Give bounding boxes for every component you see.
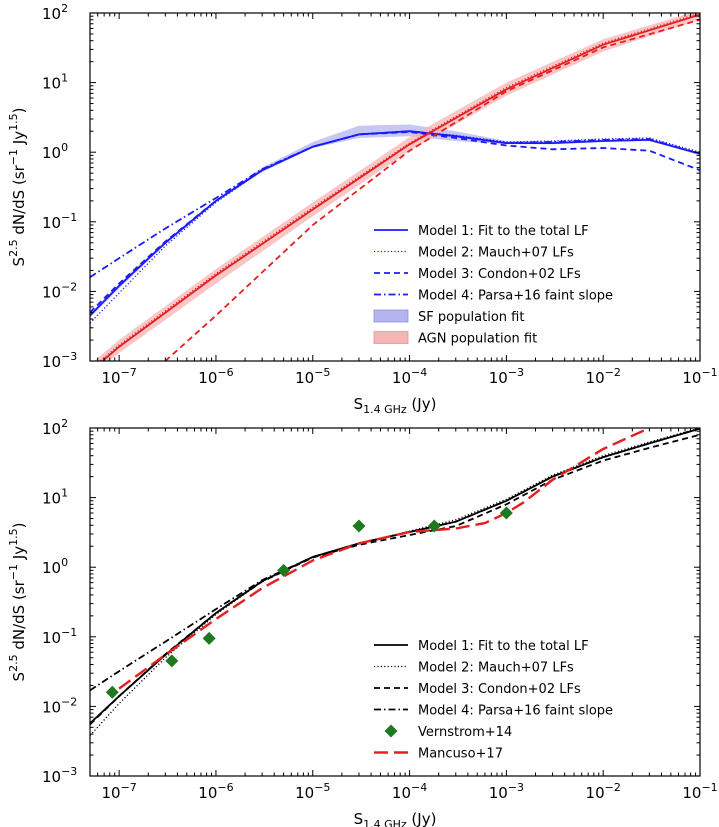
legend-label: Model 1: Fit to the total LF [418, 224, 589, 239]
x-tick-label: 10−6 [198, 366, 233, 387]
legend-label: Model 4: Parsa+16 faint slope [418, 704, 613, 719]
y-tick-label: 10−1 [42, 211, 77, 232]
x-tick-label: 10−7 [101, 366, 136, 387]
x-tick-label: 10−3 [489, 366, 524, 387]
legend-label: Vernstrom+14 [418, 725, 512, 740]
legend-label: Model 1: Fit to the total LF [418, 639, 589, 654]
plot-frame [89, 427, 701, 777]
x-tick-label: 10−3 [489, 781, 524, 802]
y-tick-label: 10−2 [42, 280, 77, 301]
plot-frame [89, 12, 701, 362]
data-point-vernstrom [105, 685, 119, 699]
legend: Model 1: Fit to the total LF Model 2: Mau… [374, 639, 613, 762]
x-tick-label: 10−4 [392, 781, 427, 802]
legend-label: Model 3: Condon+02 LFs [418, 682, 581, 697]
x-tick-label: 10−2 [586, 781, 621, 802]
legend-label: Mancuso+17 [418, 747, 503, 762]
x-tick-label: 10−5 [295, 366, 330, 387]
y-tick-label: 10−3 [42, 765, 77, 786]
series-line-mancuso-17 [118, 428, 650, 690]
legend-label: Model 4: Parsa+16 faint slope [418, 289, 613, 304]
ticks [89, 12, 701, 362]
series-line-sf-model-3 [90, 131, 700, 314]
x-tick-label: 10−7 [101, 781, 136, 802]
series-line-model-1-fit-to-the-total-lf [90, 428, 700, 725]
ticks [89, 427, 701, 777]
legend: Model 1: Fit to the total LF Model 2: Mau… [373, 224, 613, 347]
plot-area [90, 428, 700, 737]
y-tick-label: 10−1 [42, 626, 77, 647]
data-point-vernstrom [165, 654, 179, 668]
legend-label: Model 2: Mauch+07 LFs [418, 246, 574, 261]
x-axis-label: S1.4 GHz (Jy) [354, 395, 437, 416]
legend-label: Model 2: Mauch+07 LFs [418, 661, 574, 676]
legend-label: SF population fit [418, 310, 524, 325]
y-tick-label: 10−3 [42, 350, 77, 371]
x-axis-label: S1.4 GHz (Jy) [354, 810, 437, 827]
y-tick-label: 100 [42, 141, 68, 162]
legend-label: Model 3: Condon+02 LFs [418, 267, 581, 282]
y-tick-label: 102 [42, 2, 68, 23]
series-line-model-2-mauch-07-lfs [90, 428, 700, 737]
plot-area [90, 13, 700, 361]
series-line-agn-model-2 [99, 13, 700, 361]
y-tick-label: 102 [42, 417, 68, 438]
legend-swatch-band [373, 331, 409, 344]
x-tick-label: 10−4 [392, 366, 427, 387]
data-point-vernstrom [277, 563, 291, 577]
series-line-sf-model-4 [90, 130, 700, 278]
y-tick-label: 10−2 [42, 695, 77, 716]
series-line-agn-model-1 [101, 13, 700, 361]
y-axis-label: S2.5 dN/dS (sr−1 Jy1.5) [7, 108, 28, 267]
series-line-model-3-condon-02-lfs [90, 433, 700, 726]
x-tick-label: 10−5 [295, 781, 330, 802]
data-point-vernstrom [427, 519, 441, 533]
legend-label: AGN population fit [418, 332, 537, 347]
data-point-vernstrom [352, 519, 366, 533]
band-agn-population-fit [93, 13, 700, 361]
data-point-vernstrom [499, 506, 513, 520]
x-tick-label: 10−1 [682, 366, 717, 387]
x-tick-label: 10−1 [682, 781, 717, 802]
y-tick-label: 101 [42, 72, 68, 93]
data-point-vernstrom [202, 631, 216, 645]
y-axis-label: S2.5 dN/dS (sr−1 Jy1.5) [7, 523, 28, 682]
y-tick-label: 100 [42, 556, 68, 577]
series-line-agn-model-3 [164, 18, 700, 361]
y-tick-label: 101 [42, 487, 68, 508]
legend-swatch-band [373, 309, 409, 323]
x-tick-label: 10−6 [198, 781, 233, 802]
panel-bottom: 10−7 10−6 10−5 10−4 10−3 10−2 10−1 10−3 10−2 10−1… [7, 417, 718, 827]
x-tick-label: 10−2 [586, 366, 621, 387]
panel-top: 10−7 10−6 10−5 10−4 10−3 10−2 10−1 10−3 10−2 10−1… [7, 2, 718, 416]
legend-swatch-marker [384, 724, 398, 738]
series-line-model-4-parsa-16-faint-slope [90, 428, 700, 692]
